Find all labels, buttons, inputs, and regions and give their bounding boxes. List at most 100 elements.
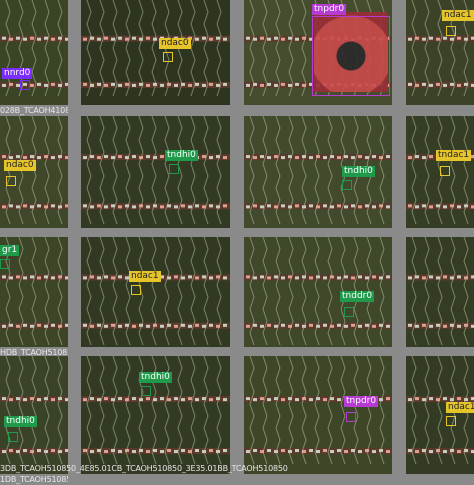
gate-line	[138, 116, 144, 225]
circuit-pad	[104, 155, 108, 159]
circuit-pad	[223, 323, 227, 327]
circuit-pad	[30, 397, 34, 401]
circuit-pad	[209, 37, 213, 41]
circuit-pad	[104, 324, 108, 328]
circuit-pad	[125, 37, 129, 41]
circuit-pad	[23, 276, 27, 280]
circuit-pad	[422, 37, 426, 41]
circuit-pad	[408, 204, 412, 208]
circuit-pad	[58, 450, 62, 454]
circuit-pad	[188, 450, 192, 454]
circuit-pad	[253, 156, 257, 160]
circuit-pad	[65, 37, 68, 41]
circuit-pad	[44, 155, 48, 159]
circuit-pad	[443, 205, 447, 209]
gate-line	[379, 356, 385, 465]
circuit-pad	[415, 275, 419, 279]
tile-image	[0, 116, 68, 228]
gate-line	[411, 0, 417, 97]
circuit-pad	[37, 449, 41, 453]
circuit-pad	[457, 275, 461, 279]
circuit-pad	[167, 323, 171, 327]
circuit-pad	[281, 276, 285, 280]
circuit-pad	[443, 36, 447, 40]
circuit-pad	[118, 450, 122, 454]
tile-background	[0, 356, 68, 474]
tile-image	[406, 237, 474, 347]
gate-line	[463, 116, 469, 225]
circuit-pad	[65, 82, 68, 86]
circuit-pad	[379, 276, 383, 280]
circuit-pad	[104, 83, 108, 87]
gate-line	[57, 356, 63, 465]
circuit-pad	[188, 83, 192, 87]
detection-label: tndhi0	[342, 166, 375, 177]
circuit-pad	[188, 275, 192, 279]
chip-tile: tndhi0	[81, 116, 230, 228]
circuit-pad	[90, 275, 94, 279]
circuit-pad	[23, 398, 27, 402]
circuit-pad	[330, 324, 334, 328]
detection-box	[446, 26, 456, 36]
circuit-pad	[288, 450, 292, 454]
circuit-pad	[2, 205, 6, 209]
circuit-pad	[253, 276, 257, 280]
circuit-pad	[202, 155, 206, 159]
circuit-pad	[253, 204, 257, 208]
gate-line	[379, 237, 385, 346]
circuit-pad	[146, 205, 150, 209]
circuit-pad	[58, 83, 62, 87]
tile-image	[81, 237, 230, 347]
circuit-pad	[295, 204, 299, 208]
circuit-pad	[111, 37, 115, 41]
gate-line	[424, 116, 430, 225]
gate-line	[57, 237, 63, 346]
circuit-pad	[90, 324, 94, 328]
bottom-caption: 3DB_TCAOH510850_4E85.01CB_TCAOH510850_3E…	[0, 464, 288, 473]
circuit-pad	[174, 450, 178, 454]
circuit-pad	[415, 155, 419, 159]
circuit-pad	[337, 398, 341, 402]
circuit-pad	[118, 324, 122, 328]
circuit-pad	[209, 449, 213, 453]
circuit-pad	[260, 155, 264, 159]
circuit-pad	[118, 205, 122, 209]
circuit-pad	[408, 398, 412, 402]
circuit-pad	[104, 36, 108, 40]
gate-line	[288, 0, 294, 97]
circuit-pad	[30, 275, 34, 279]
circuit-pad	[83, 156, 87, 160]
gate-line	[151, 0, 157, 97]
circuit-pad	[65, 204, 68, 208]
circuit-pad	[253, 398, 257, 402]
gate-line	[288, 116, 294, 225]
circuit-pad	[323, 323, 327, 327]
circuit-pad	[408, 449, 412, 453]
circuit-pad	[295, 398, 299, 402]
gate-line	[301, 116, 307, 225]
circuit-pad	[146, 36, 150, 40]
circuit-pad	[37, 204, 41, 208]
circuit-pad	[30, 205, 34, 209]
circuit-pad	[246, 397, 250, 401]
circuit-pad	[83, 276, 87, 280]
gate-line	[216, 0, 222, 97]
circuit-pad	[351, 204, 355, 208]
circuit-pad	[16, 275, 20, 279]
tile-image	[244, 356, 392, 474]
circuit-pad	[2, 155, 6, 159]
circuit-pad	[195, 398, 199, 402]
detection-box	[169, 164, 179, 174]
circuit-pad	[288, 397, 292, 401]
circuit-pad	[422, 398, 426, 402]
circuit-pad	[337, 156, 341, 160]
circuit-pad	[30, 155, 34, 159]
circuit-pad	[415, 397, 419, 401]
gate-line	[86, 237, 92, 346]
circuit-pad	[288, 275, 292, 279]
circuit-pad	[174, 275, 178, 279]
circuit-pad	[132, 450, 136, 454]
circuit-pad	[372, 324, 376, 328]
circuit-pad	[181, 449, 185, 453]
gate-line	[151, 116, 157, 225]
